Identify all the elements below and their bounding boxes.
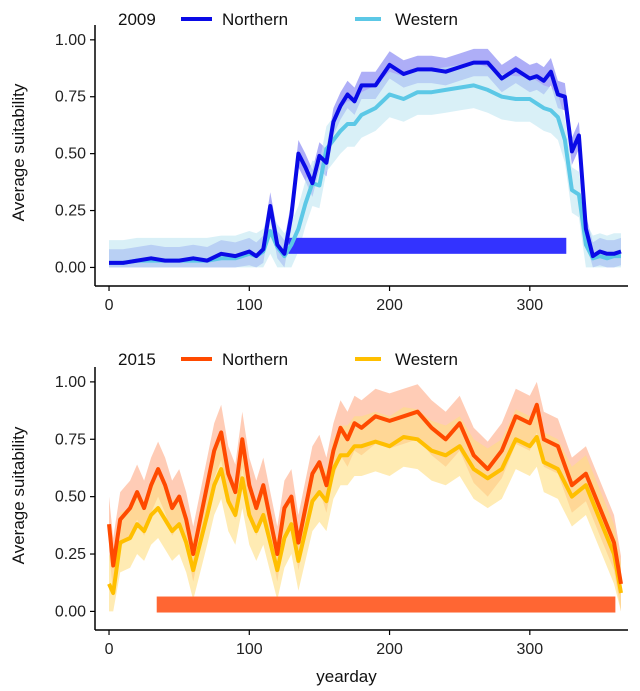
legend-label-western: Western [395,10,458,29]
series-line-northern [109,60,622,265]
panel-year-label: 2009 [118,10,156,29]
panel-2015: 0.00 0.25 0.50 0.75 1.00 0 100 200 300 Average su… [9,350,628,686]
y-axis-title: Average suitability [9,426,28,564]
y-tick-label: 0.00 [55,259,86,276]
y-tick-label: 0.50 [55,489,86,506]
y-tick-label: 0.50 [55,146,86,163]
series-line-northern [107,402,623,585]
x-tick-label: 0 [105,641,114,658]
period-bar [156,596,616,613]
panel-year-label: 2015 [118,350,156,369]
confidence-band-northern [109,381,621,612]
series-line-western [107,435,623,595]
legend-label-northern: Northern [222,10,288,29]
y-tick-label: 0.25 [55,203,86,220]
x-tick-label: 200 [376,297,403,314]
y-tick-label: 0.75 [55,89,86,106]
x-tick-label: 100 [236,297,263,314]
y-tick-label: 0.00 [55,603,86,620]
period-bar [288,237,567,254]
x-tick-label: 100 [236,641,263,658]
y-tick-label: 1.00 [55,32,86,49]
y-tick-label: 1.00 [55,374,86,391]
x-tick-label: 300 [516,297,543,314]
panel-2009: 0.00 0.25 0.50 0.75 1.00 0 100 200 300 Average su… [9,10,628,314]
confidence-band-western [109,62,621,268]
x-tick-label: 300 [516,641,543,658]
y-tick-label: 0.25 [55,546,86,563]
y-tick-label: 0.75 [55,431,86,448]
series-line-western [109,83,621,265]
x-axis-title: yearday [316,667,377,686]
legend-label-western: Western [395,350,458,369]
y-axis-title: Average suitability [9,83,28,221]
x-tick-label: 200 [376,641,403,658]
legend-label-northern: Northern [222,350,288,369]
confidence-band-western [109,407,621,612]
x-tick-label: 0 [105,297,114,314]
